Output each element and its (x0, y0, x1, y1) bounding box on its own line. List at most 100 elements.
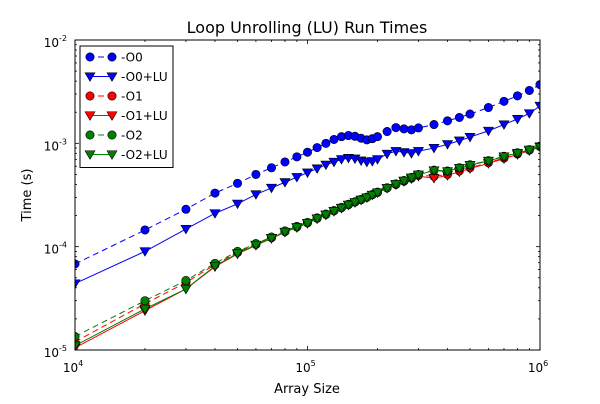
data-point (511, 149, 523, 159)
data-point (464, 133, 476, 143)
legend-marker (106, 72, 118, 82)
data-point (251, 169, 261, 179)
x-tick-label: 106 (528, 359, 548, 375)
data-point (320, 160, 332, 171)
series-layer (75, 80, 540, 350)
legend-label: -O2 (121, 129, 143, 143)
legend-label: -O0 (121, 51, 143, 65)
data-point (335, 155, 347, 165)
data-point (181, 276, 191, 286)
data-point (292, 152, 302, 162)
legend-entry: -O0 (85, 51, 143, 65)
data-point (180, 284, 192, 295)
data-point (361, 193, 373, 203)
legend-marker (85, 130, 95, 140)
series-o2-lu (75, 142, 540, 350)
data-point (302, 147, 312, 157)
data-point (140, 225, 150, 235)
data-point (441, 140, 454, 150)
data-point (233, 178, 243, 188)
data-point (312, 143, 322, 153)
data-point (75, 279, 81, 289)
series-o0-lu (75, 101, 540, 289)
data-point (180, 225, 192, 235)
data-point (429, 120, 439, 130)
legend-label: -O2+LU (121, 148, 168, 162)
data-point (498, 152, 510, 162)
data-point (454, 112, 464, 122)
legend-marker (85, 91, 95, 101)
data-point (371, 188, 384, 198)
data-point (75, 341, 81, 350)
data-point (464, 161, 476, 171)
data-point (231, 249, 244, 259)
data-point (342, 200, 354, 211)
data-point (412, 147, 424, 157)
data-point (398, 148, 410, 158)
data-point (209, 209, 221, 219)
data-point (523, 145, 535, 156)
data-point (382, 127, 392, 137)
data-point (482, 156, 494, 167)
legend-label: -O1+LU (121, 109, 168, 123)
data-point (265, 183, 278, 194)
data-point (328, 207, 340, 217)
legend-label: -O0+LU (121, 70, 168, 84)
data-point (311, 164, 323, 174)
y-tick-label: 10-5 (44, 344, 67, 360)
legend-marker (106, 111, 118, 121)
y-tick-label: 10-4 (44, 241, 67, 257)
data-point (231, 199, 244, 210)
data-point (321, 138, 331, 148)
data-point (328, 157, 340, 168)
data-point (390, 180, 402, 190)
data-point (428, 166, 440, 176)
x-axis-label: Array Size (274, 382, 340, 397)
data-point (428, 144, 440, 154)
legend-entry: -O1 (85, 90, 143, 104)
data-point (279, 178, 291, 188)
axes-layer: 104 105 106 10-5 10-4 10-3 10-2 (44, 34, 548, 375)
data-point (139, 304, 151, 315)
y-tick-label: 10-2 (44, 34, 67, 50)
data-point (329, 134, 339, 144)
data-point (442, 116, 452, 126)
data-point (398, 176, 410, 187)
legend-entry: -O2 (85, 129, 143, 143)
data-point (405, 173, 417, 184)
data-point (482, 126, 494, 137)
data-point (399, 124, 409, 134)
data-point (139, 247, 151, 257)
data-point (291, 223, 303, 233)
data-point (391, 123, 401, 133)
data-point (511, 114, 523, 125)
data-point (349, 198, 361, 208)
data-point (534, 101, 540, 112)
data-point (465, 109, 475, 119)
data-point (412, 170, 424, 181)
data-point (453, 136, 465, 147)
data-point (512, 91, 522, 101)
data-point (381, 149, 393, 160)
x-tick-label: 104 (63, 359, 83, 375)
data-point (405, 149, 417, 159)
legend: -O0 -O0+LU -O1 -O1+LU -O2 -O2+LU (79, 45, 174, 168)
data-point (335, 203, 347, 214)
data-point (250, 190, 262, 200)
legend-box (79, 45, 174, 168)
data-point (483, 103, 493, 113)
data-point (534, 142, 540, 152)
data-point (181, 204, 191, 214)
data-point (441, 167, 454, 177)
data-point (140, 296, 150, 306)
data-point (371, 155, 384, 165)
legend-marker (107, 52, 117, 62)
data-point (209, 261, 221, 272)
data-point (265, 234, 278, 244)
legend-marker (85, 52, 95, 62)
y-axis-label: Time (s) (20, 169, 35, 223)
data-point (355, 195, 367, 206)
data-point (453, 164, 465, 174)
